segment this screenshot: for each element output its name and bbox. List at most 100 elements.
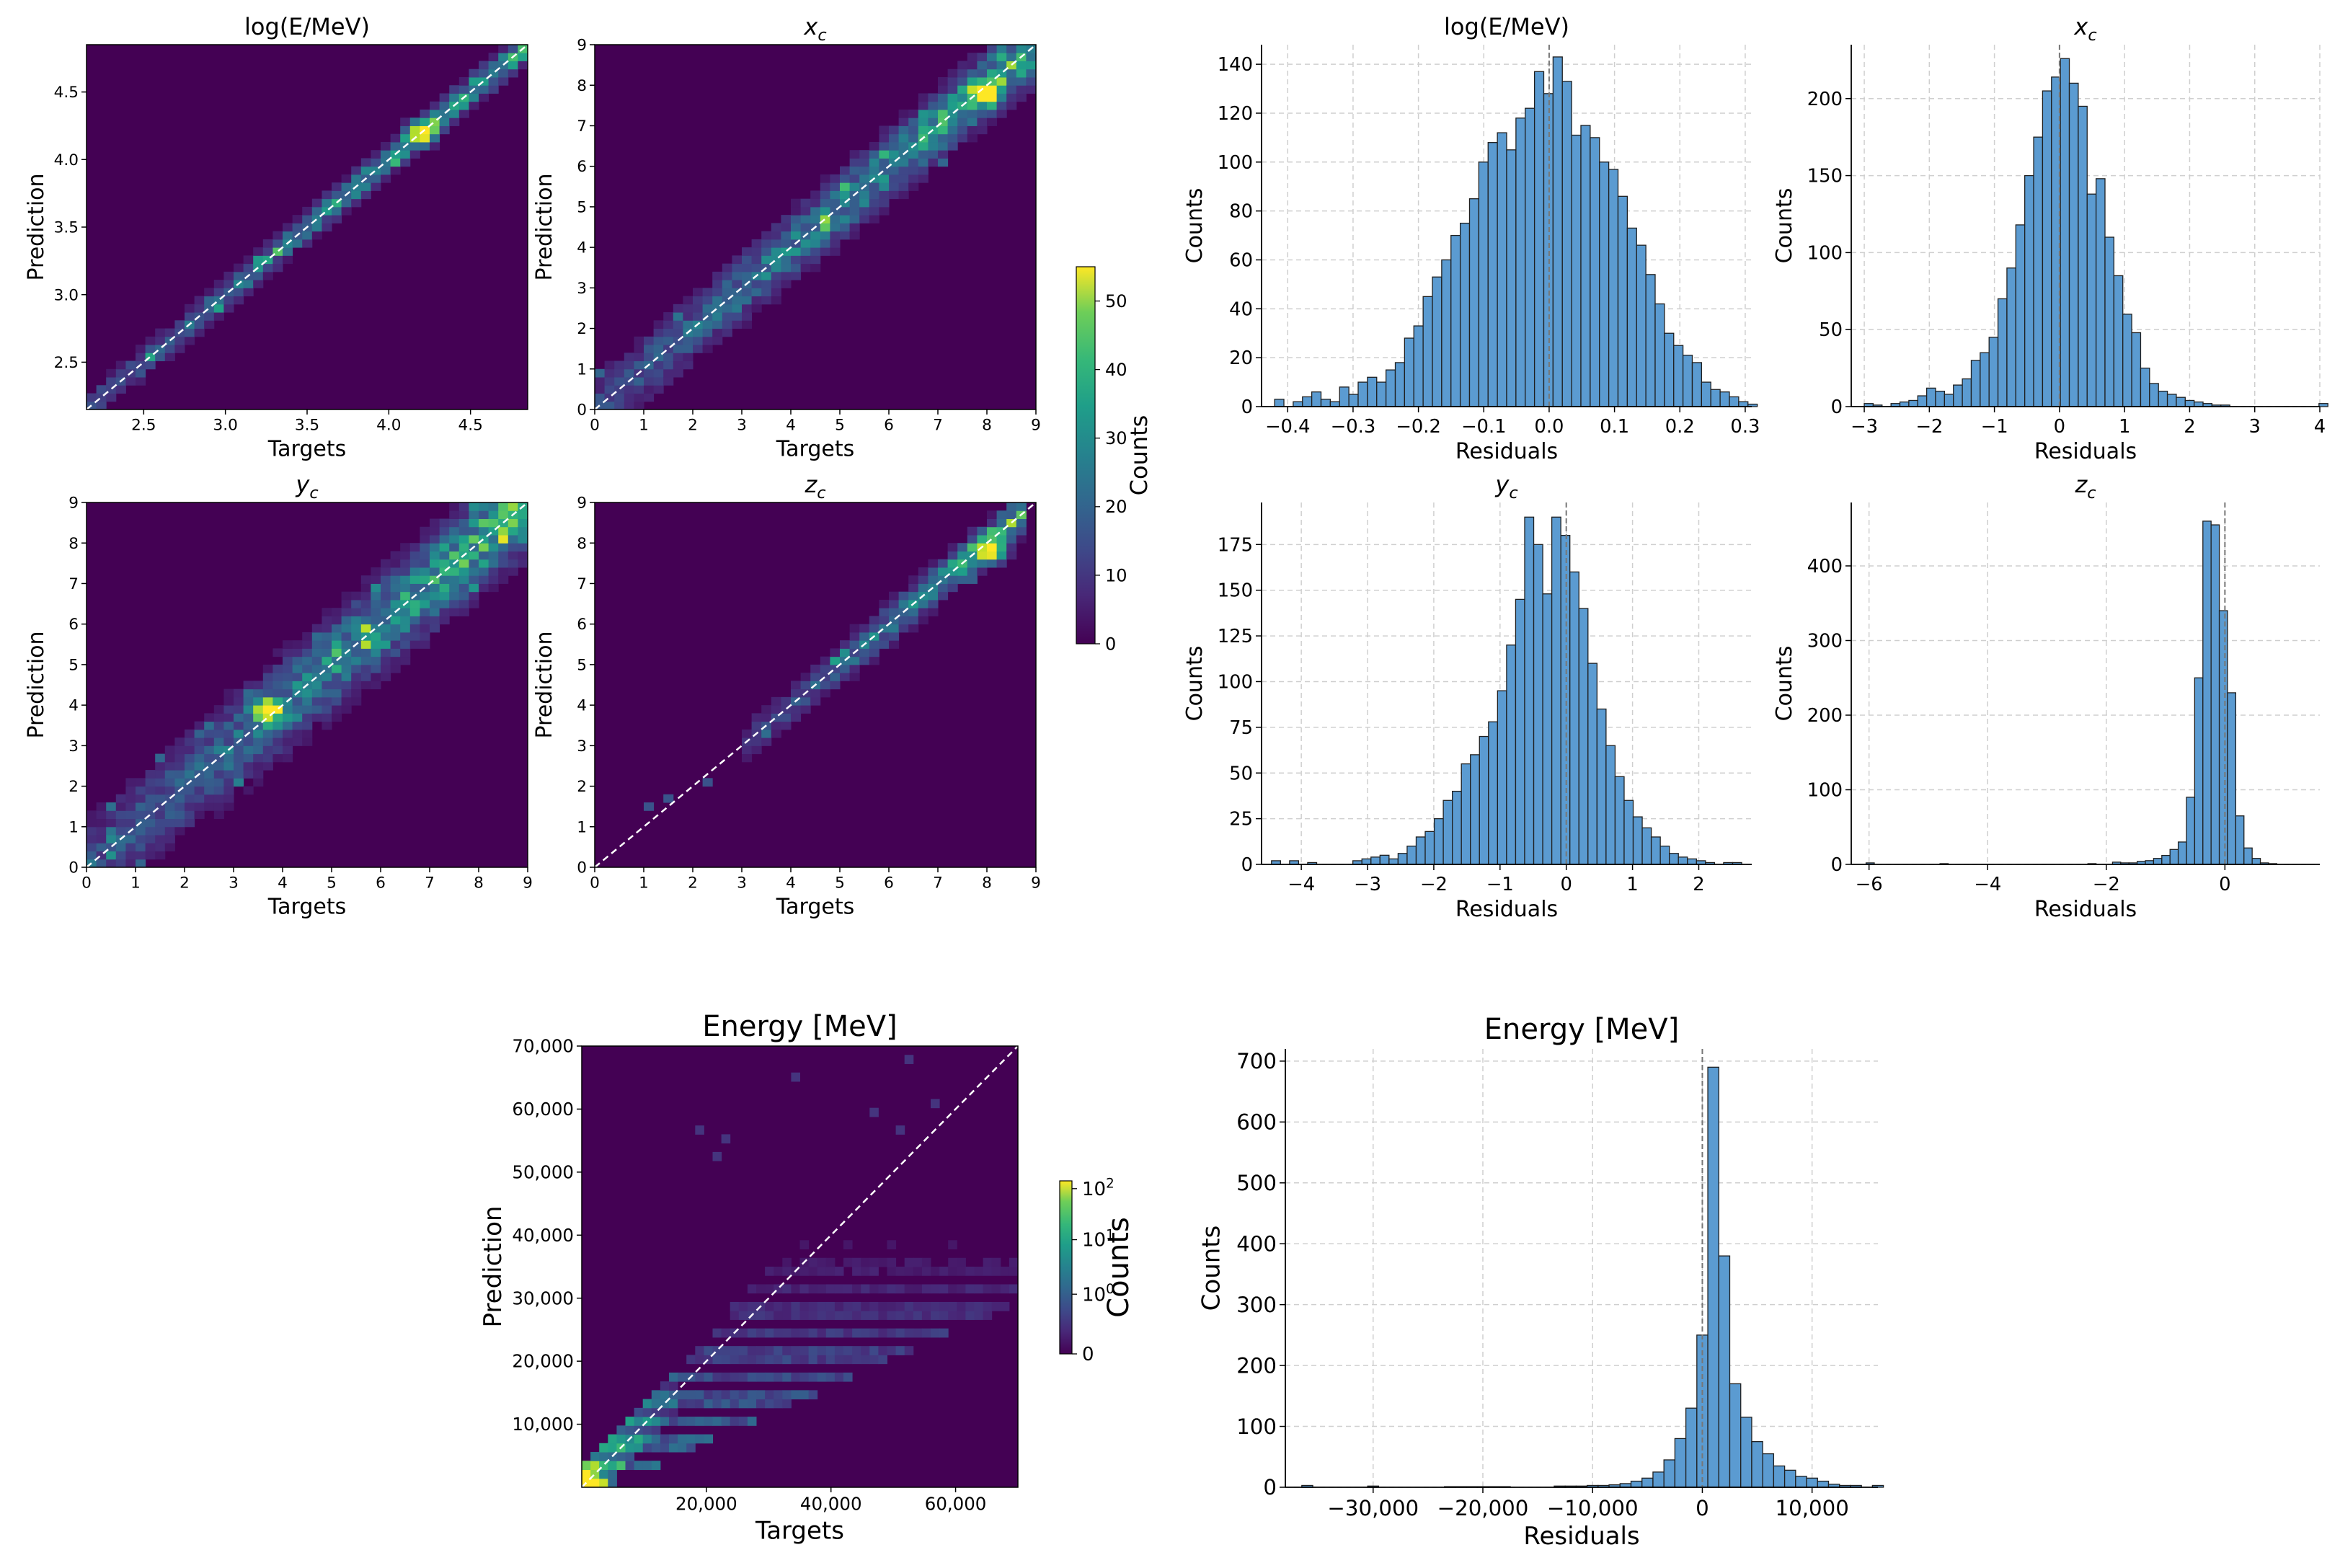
heatmap-cell [742, 255, 753, 265]
heatmap-cell [800, 223, 811, 232]
histogram-bar [1515, 598, 1525, 865]
heatmap-cell [292, 239, 303, 248]
histogram-bar [1899, 401, 1910, 407]
heatmap-cell [830, 215, 841, 223]
heatmap-cell [642, 1425, 652, 1435]
heatmap-cell [223, 271, 234, 280]
histogram-bar [1506, 149, 1517, 407]
chart-title: xc [803, 13, 826, 45]
heatmap-cell [852, 1301, 861, 1311]
heatmap-cell [262, 705, 273, 714]
heatmap-cell [479, 85, 489, 94]
heatmap-cell [840, 166, 851, 175]
chart-title: log(E/MeV) [244, 13, 370, 40]
heatmap-cell [96, 835, 107, 843]
x-tick-label: 2 [1693, 874, 1704, 895]
heatmap-cell [115, 859, 126, 868]
heatmap-cell [106, 368, 117, 378]
heatmap-cell [390, 158, 401, 167]
heatmap-cell [223, 696, 234, 706]
heatmap-cell [420, 567, 430, 576]
heatmap-cell [817, 1372, 827, 1382]
heatmap-cell [115, 794, 126, 803]
x-tick-label: 0.2 [1665, 416, 1695, 438]
heatmap-cell [849, 150, 860, 159]
heatmap-cell [272, 681, 283, 690]
heatmap-cell [243, 696, 254, 706]
heatmap-cell [747, 1328, 757, 1338]
y-tick-label: 200 [1807, 705, 1843, 727]
heatmap-cell [371, 632, 381, 641]
heatmap-cell [332, 713, 342, 722]
heatmap-cell [371, 608, 381, 616]
y-tick-label: 0 [68, 859, 79, 877]
heatmap-cell [751, 247, 762, 256]
heatmap-cell [322, 664, 332, 673]
heatmap-cell [283, 664, 293, 673]
heatmap-cell [771, 255, 781, 265]
heatmap-cell [928, 559, 939, 568]
heatmap-cell [351, 616, 362, 625]
heatmap-cell [967, 543, 978, 552]
heatmap-cell [781, 705, 792, 714]
heatmap-cell [774, 1301, 783, 1311]
histogram-bar [1470, 754, 1480, 865]
heatmap-cell [341, 174, 352, 183]
heatmap-cell [449, 109, 460, 118]
heatmap-cell [332, 688, 342, 698]
heatmap-cell [721, 1417, 731, 1426]
heatmap-cell [360, 616, 371, 625]
heatmap-cell [820, 182, 830, 191]
heatmap-cell [843, 1311, 853, 1320]
heatmap-cell [136, 802, 146, 811]
heatmap-cell [791, 198, 802, 208]
heatmap-cell [957, 133, 968, 143]
heatmap-cell [791, 1311, 800, 1320]
heatmap-cell [262, 681, 273, 690]
heatmap-cell [722, 263, 732, 273]
heatmap-cell [518, 53, 528, 61]
heatmap-cell [742, 296, 753, 305]
heatmap-cell [869, 158, 879, 167]
colorbar-tick-label: 10 [1105, 565, 1127, 585]
heatmap-cell [644, 345, 655, 353]
heatmap-cell [859, 648, 870, 657]
histogram-bar [2122, 314, 2132, 407]
heatmap-cell [430, 575, 440, 584]
heatmap-cell [508, 68, 518, 78]
heatmap-cell [106, 859, 117, 868]
histogram-bar [2131, 332, 2142, 407]
x-tick-label: 1 [639, 874, 649, 892]
heatmap-cell [967, 68, 978, 78]
x-tick-label: 8 [982, 874, 992, 892]
histogram-bar [1542, 593, 1553, 865]
heatmap-cell [145, 802, 156, 811]
heatmap-cell [351, 681, 362, 690]
heatmap-cell [283, 721, 293, 730]
heatmap-cell [686, 1399, 696, 1409]
heatmap-cell [351, 696, 362, 706]
heatmap-cell [125, 794, 136, 803]
heatmap-cell [947, 583, 958, 593]
heatmap-cell [918, 141, 929, 151]
bars [1301, 1066, 1884, 1488]
heatmap-cell [145, 851, 156, 860]
histogram-bar [1710, 389, 1721, 407]
heatmap-cell [449, 551, 460, 560]
heatmap-cell [771, 280, 781, 288]
heatmap-cell [213, 729, 224, 738]
heatmap-cell [938, 85, 949, 94]
heatmap-cell [704, 1434, 713, 1444]
heatmap-cell [918, 109, 929, 118]
heatmap-cell [390, 567, 401, 576]
heatmap-cell [918, 616, 929, 625]
heatmap-cell [223, 721, 234, 730]
heatmap-cell [283, 713, 293, 722]
heatmap-cell [921, 1328, 931, 1338]
heatmap-cell [869, 150, 879, 159]
x-axis-label: Residuals [1455, 439, 1558, 464]
heatmap-cell [488, 543, 499, 552]
y-tick-label: 300 [1236, 1293, 1277, 1317]
histogram-bar [1806, 1477, 1818, 1488]
heatmap-cell [987, 101, 998, 110]
